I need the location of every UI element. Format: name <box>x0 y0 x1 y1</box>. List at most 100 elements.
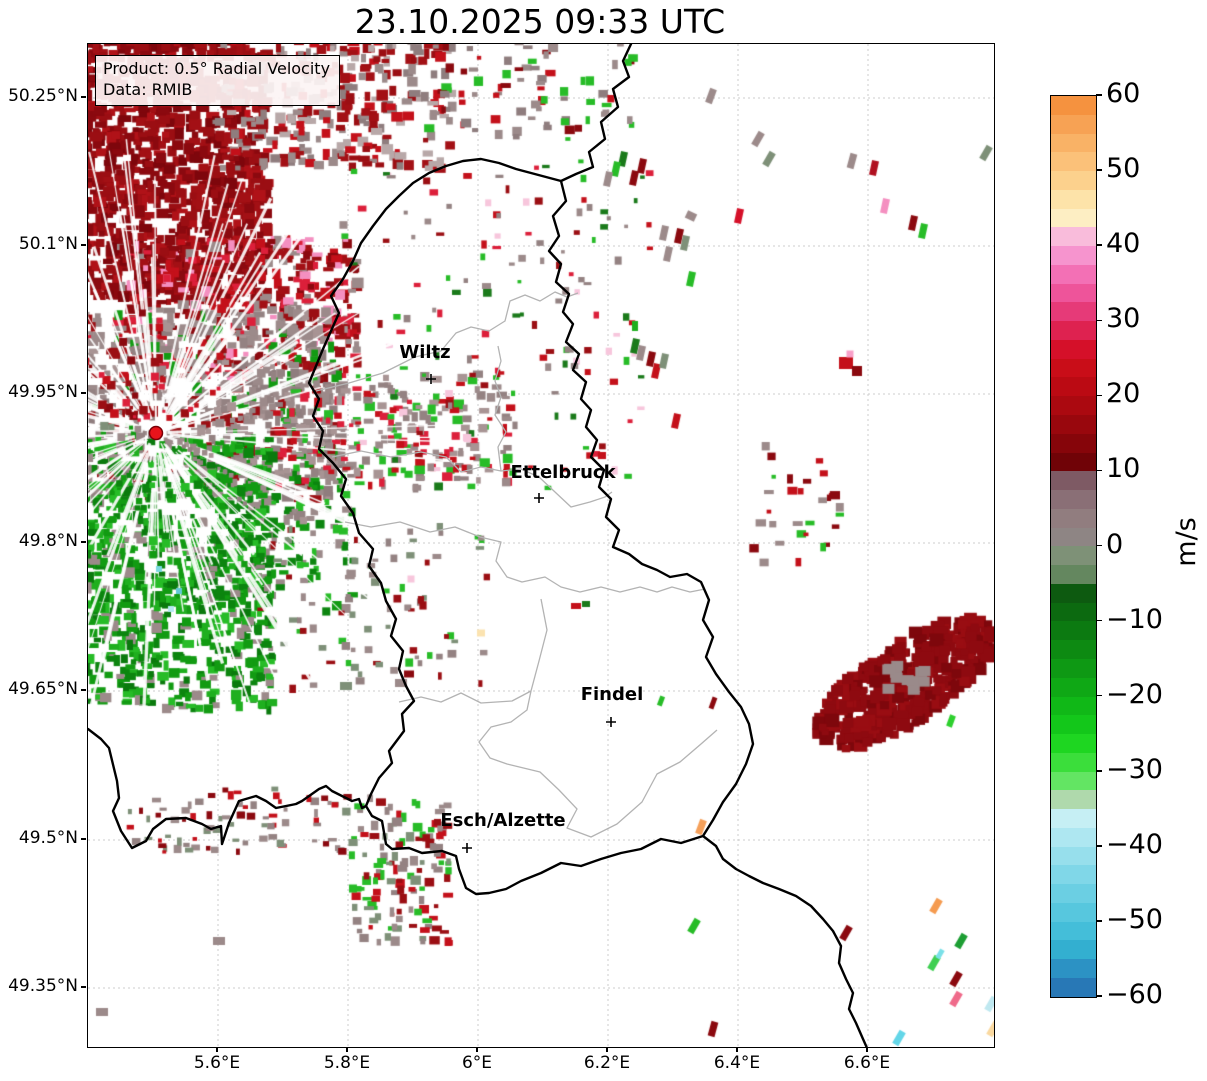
colorbar-band <box>1051 884 1096 903</box>
figure-title: 23.10.2025 09:33 UTC <box>354 2 726 41</box>
colorbar-tick-label: −50 <box>1106 903 1163 935</box>
y-tickmark <box>81 96 86 98</box>
colorbar-tickmark <box>1096 244 1102 246</box>
colorbar-band <box>1051 396 1096 416</box>
district-border <box>398 598 548 704</box>
colorbar-tick-label: −40 <box>1106 828 1163 860</box>
colorbar-tick-label: 40 <box>1106 228 1141 260</box>
colorbar-band <box>1051 339 1096 359</box>
colorbar-band <box>1051 771 1096 791</box>
colorbar-band <box>1051 415 1096 434</box>
colorbar-band <box>1051 715 1096 735</box>
colorbar-band <box>1051 208 1096 228</box>
x-tickmark <box>346 1047 348 1052</box>
colorbar-band <box>1051 452 1096 472</box>
y-tick-label: 49.8°N <box>18 531 78 551</box>
radar-echo-layer <box>88 44 994 1047</box>
city-marker <box>606 717 616 727</box>
x-tickmark <box>736 1047 738 1052</box>
colorbar-band <box>1051 583 1096 603</box>
colorbar <box>1050 95 1097 998</box>
colorbar-tickmark <box>1096 319 1102 321</box>
colorbar-band <box>1051 640 1096 659</box>
y-tick-label: 50.25°N <box>8 86 78 106</box>
colorbar-band <box>1051 302 1096 322</box>
y-tickmark <box>81 689 86 691</box>
colorbar-band <box>1051 752 1096 772</box>
y-tick-label: 50.1°N <box>18 234 78 254</box>
colorbar-band <box>1051 508 1096 528</box>
y-tickmark <box>81 838 86 840</box>
country-border <box>701 834 868 1047</box>
city-label: Esch/Alzette <box>440 810 566 831</box>
colorbar-tick-label: −60 <box>1106 979 1163 1010</box>
border-layer <box>88 44 868 1047</box>
city-label: Ettelbruck <box>510 462 616 483</box>
colorbar-band <box>1051 377 1096 397</box>
colorbar-band <box>1051 565 1096 584</box>
colorbar-tickmark <box>1096 770 1102 772</box>
colorbar-band <box>1051 959 1096 978</box>
city-label: Wiltz <box>399 342 451 363</box>
city-marker <box>462 843 472 853</box>
y-tickmark <box>81 541 86 543</box>
x-tick-label: 6.6°E <box>843 1053 891 1073</box>
colorbar-band <box>1051 865 1096 885</box>
x-tick-label: 6.2°E <box>583 1053 631 1073</box>
city-label: Findel <box>580 684 644 705</box>
colorbar-band <box>1051 264 1096 284</box>
x-tickmark <box>606 1047 608 1052</box>
colorbar-tickmark <box>1096 394 1102 397</box>
colorbar-band <box>1051 96 1096 115</box>
colorbar-band <box>1051 114 1096 134</box>
colorbar-tickmark <box>1096 544 1102 547</box>
colorbar-tickmark <box>1096 169 1102 171</box>
colorbar-tickmark <box>1096 694 1102 697</box>
y-tick-label: 49.95°N <box>8 382 78 402</box>
colorbar-band <box>1051 940 1096 960</box>
x-tick-label: 5.6°E <box>193 1053 241 1073</box>
colorbar-tick-label: −30 <box>1106 753 1163 785</box>
colorbar-band <box>1051 490 1096 509</box>
colorbar-band <box>1051 696 1096 716</box>
colorbar-band <box>1051 977 1096 997</box>
y-tick-label: 49.65°N <box>8 679 78 699</box>
country-border <box>88 727 368 850</box>
colorbar-band <box>1051 358 1096 378</box>
colorbar-band <box>1051 790 1096 810</box>
colorbar-band <box>1051 546 1096 566</box>
product-annotation-box: Product: 0.5° Radial Velocity Data: RMIB <box>95 55 341 106</box>
colorbar-band <box>1051 246 1096 265</box>
colorbar-tick-label: 60 <box>1106 78 1141 109</box>
y-tick-label: 49.35°N <box>8 976 78 996</box>
radar-site-dot <box>148 425 164 441</box>
x-tick-label: 6°E <box>461 1053 493 1073</box>
colorbar-tick-label: 50 <box>1106 153 1141 185</box>
colorbar-band <box>1051 621 1096 641</box>
x-tickmark <box>216 1047 218 1052</box>
colorbar-tickmark <box>1096 469 1102 472</box>
district-border <box>344 521 706 593</box>
colorbar-band <box>1051 734 1096 753</box>
colorbar-tickmark <box>1096 619 1102 622</box>
colorbar-band <box>1051 827 1096 847</box>
y-tickmark <box>81 392 86 394</box>
colorbar-band <box>1051 809 1096 828</box>
y-tickmark <box>81 244 86 246</box>
district-border <box>331 345 507 473</box>
colorbar-band <box>1051 133 1096 153</box>
colorbar-band <box>1051 921 1096 941</box>
city-marker <box>534 493 544 503</box>
district-border <box>500 468 613 508</box>
colorbar-band <box>1051 189 1096 209</box>
colorbar-tick-label: 0 <box>1106 528 1124 560</box>
y-tick-label: 49.5°N <box>18 828 78 848</box>
colorbar-band <box>1051 846 1096 866</box>
x-tickmark <box>866 1047 868 1052</box>
colorbar-tickmark <box>1096 920 1102 922</box>
district-border <box>315 291 579 392</box>
colorbar-band <box>1051 152 1096 172</box>
colorbar-tick-label: −20 <box>1106 678 1163 710</box>
country-border <box>559 44 633 183</box>
